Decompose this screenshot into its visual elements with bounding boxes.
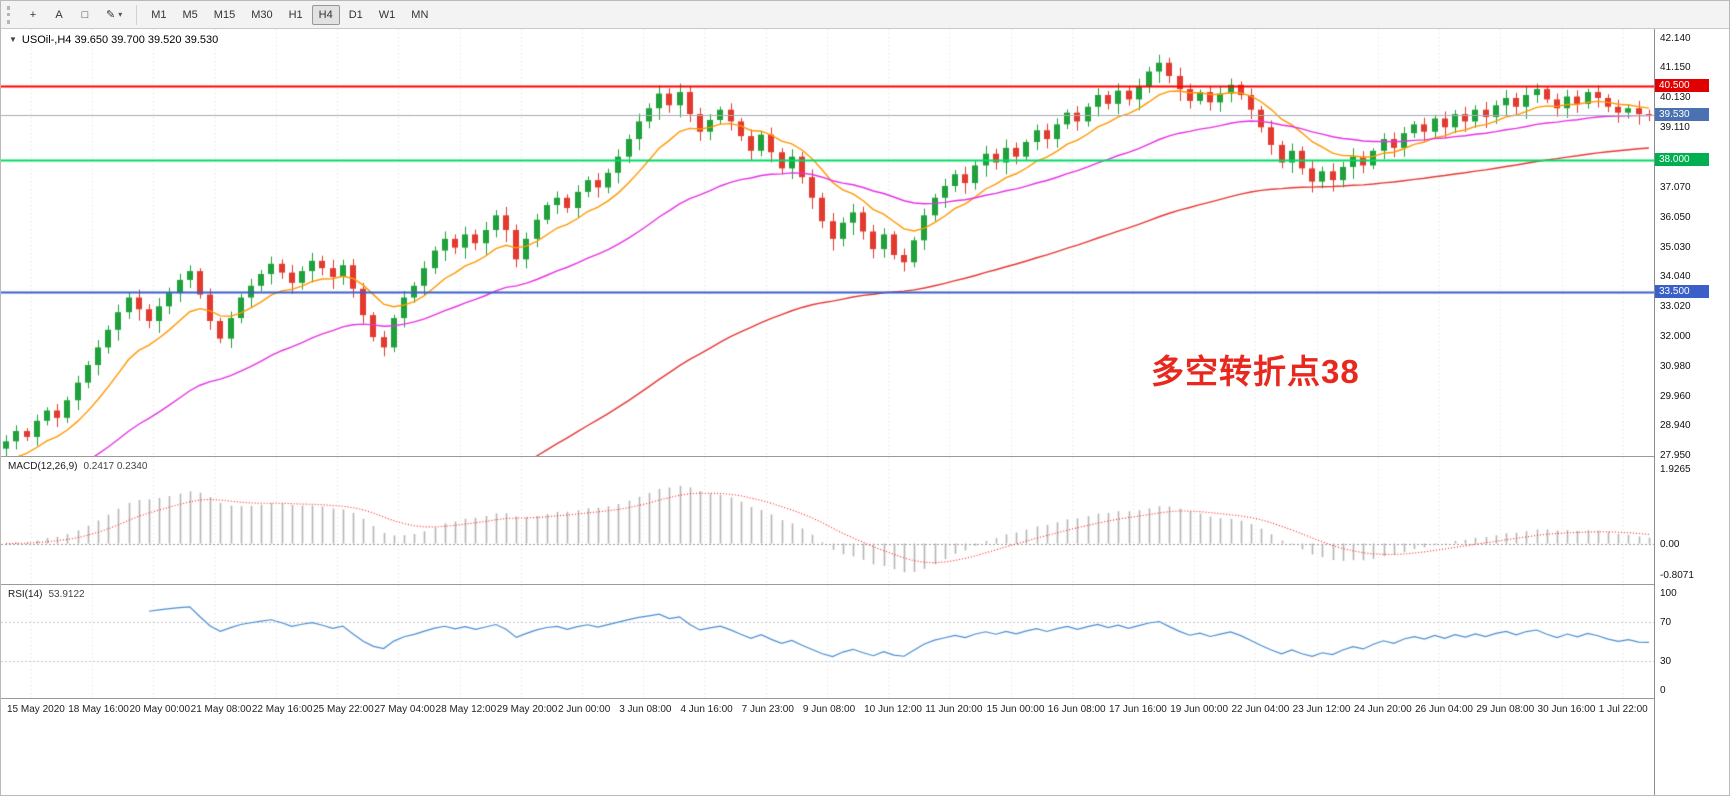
time-label: 15 May 2020 <box>7 704 65 715</box>
price-level-badge-40.500: 40.500 <box>1655 79 1709 93</box>
time-axis[interactable]: 15 May 2020 18 May 16:00 20 May 00:00 21 Ma… <box>1 699 1654 795</box>
tf-button-H4[interactable]: H4 <box>311 4 340 25</box>
toolbar-button-shapes-icon[interactable]: □ <box>73 5 97 25</box>
price-axis-tick: 39.110 <box>1660 122 1690 134</box>
macd-axis-tick: 0.00 <box>1660 538 1680 550</box>
time-label: 23 Jun 12:00 <box>1292 704 1351 715</box>
toolbar-button-crosshair-icon[interactable]: + <box>21 5 45 25</box>
toolbar-drag-handle[interactable] <box>7 5 14 24</box>
time-label: 15 Jun 00:00 <box>986 704 1045 715</box>
rsi-value: 53.9122 <box>48 589 85 600</box>
time-label: 3 Jun 08:00 <box>619 704 672 715</box>
price-axis-tick: 33.020 <box>1660 300 1691 312</box>
price-axis-tick: 30.980 <box>1660 360 1691 372</box>
time-label: 18 May 16:00 <box>68 704 129 715</box>
rsi-label: RSI(14) 53.9122 <box>8 589 85 600</box>
price-axis-tick: 36.050 <box>1660 211 1691 223</box>
drawing-tools-group: + A □ ✎ ▾ <box>20 5 130 25</box>
time-label: 1 Jul 22:00 <box>1598 704 1648 715</box>
price-level-badge-39.530: 39.530 <box>1655 107 1709 121</box>
time-label: 29 May 20:00 <box>496 704 558 715</box>
tf-button-M1[interactable]: M1 <box>144 5 173 25</box>
collapse-arrow-icon[interactable]: ▼ <box>9 35 17 44</box>
macd-label: MACD(12,26,9) 0.2417 0.2340 <box>8 461 148 472</box>
rsi-axis-tick: 70 <box>1660 617 1672 629</box>
toolbar-button-text-label-icon[interactable]: A <box>47 5 71 25</box>
price-level-badge-38.000: 38.000 <box>1655 152 1709 166</box>
price-axis-tick: 27.950 <box>1660 449 1691 461</box>
price-chart-canvas[interactable] <box>1 29 1654 456</box>
rsi-canvas[interactable] <box>1 585 1654 698</box>
tf-button-H1[interactable]: H1 <box>282 5 310 25</box>
toolbar-separator <box>136 4 138 25</box>
tf-button-D1[interactable]: D1 <box>342 5 370 25</box>
macd-values: 0.2417 0.2340 <box>83 461 148 472</box>
macd-canvas[interactable] <box>1 457 1654 584</box>
price-axis-tick: 29.960 <box>1660 390 1691 402</box>
rsi-axis-tick: 0 <box>1660 685 1666 697</box>
time-label: 9 Jun 08:00 <box>802 704 856 715</box>
time-axis-separator <box>1 698 1729 699</box>
time-label: 16 Jun 08:00 <box>1047 704 1106 715</box>
chart-annotation: 多空转折点38 <box>1151 353 1360 390</box>
time-label: 2 Jun 00:00 <box>558 704 611 715</box>
price-level-badge-33.500: 33.500 <box>1655 284 1709 298</box>
price-scale[interactable]: 42.14041.15040.13039.11038.09037.07036.0… <box>1654 1 1729 795</box>
time-label: 19 Jun 00:00 <box>1170 704 1229 715</box>
symbol-label: ▼ USOil-,H4 39.650 39.700 39.520 39.530 <box>9 34 218 46</box>
time-label: 22 Jun 04:00 <box>1231 704 1290 715</box>
time-label: 20 May 00:00 <box>129 704 191 715</box>
time-label: 26 Jun 04:00 <box>1415 704 1473 715</box>
time-label: 4 Jun 16:00 <box>680 704 733 715</box>
tf-button-M15[interactable]: M15 <box>207 5 242 25</box>
tf-button-MN[interactable]: MN <box>404 5 435 25</box>
toolbar-button-draw-tools-icon[interactable]: ✎ ▾ <box>99 5 129 25</box>
price-axis-tick: 42.140 <box>1660 33 1691 45</box>
chevron-down-icon: ▾ <box>118 10 123 19</box>
time-label: 11 Jun 20:00 <box>925 704 983 715</box>
panel-separator-rsi[interactable] <box>1 584 1729 585</box>
time-label: 17 Jun 16:00 <box>1109 704 1167 715</box>
tf-button-M30[interactable]: M30 <box>244 5 279 25</box>
toolbar: + A □ ✎ ▾ M1 M5 M15 M30 H1 H4 D1 W1 MN <box>1 1 1729 29</box>
price-axis-tick: 41.150 <box>1660 62 1691 74</box>
price-axis-tick: 28.940 <box>1660 420 1691 432</box>
time-label: 25 May 22:00 <box>313 704 374 715</box>
time-label: 24 Jun 20:00 <box>1353 704 1412 715</box>
price-axis-tick: 37.070 <box>1660 181 1691 193</box>
time-label: 29 Jun 08:00 <box>1476 704 1535 715</box>
time-label: 28 May 12:00 <box>435 704 497 715</box>
rsi-axis-tick: 30 <box>1660 655 1672 667</box>
time-label: 22 May 16:00 <box>251 704 313 715</box>
time-label: 21 May 08:00 <box>190 704 252 715</box>
time-label: 7 Jun 23:00 <box>741 704 794 715</box>
price-axis-tick: 40.130 <box>1660 92 1691 104</box>
price-axis-tick: 34.040 <box>1660 270 1691 282</box>
price-axis-tick: 32.000 <box>1660 330 1691 342</box>
rsi-axis-tick: 100 <box>1660 587 1677 599</box>
time-label: 27 May 04:00 <box>374 704 435 715</box>
time-label: 10 Jun 12:00 <box>864 704 922 715</box>
tf-button-M5[interactable]: M5 <box>176 5 205 25</box>
timeframe-group: M1 M5 M15 M30 H1 H4 D1 W1 MN <box>143 4 436 25</box>
macd-axis-tick: -0.8071 <box>1660 569 1694 581</box>
panel-separator-macd[interactable] <box>1 456 1729 457</box>
macd-axis-tick: 1.9265 <box>1660 464 1691 476</box>
price-axis-tick: 35.030 <box>1660 241 1691 253</box>
tf-button-W1[interactable]: W1 <box>372 5 403 25</box>
time-label: 30 Jun 16:00 <box>1537 704 1596 715</box>
symbol-ohlc-text: USOil-,H4 39.650 39.700 39.520 39.530 <box>21 34 219 46</box>
